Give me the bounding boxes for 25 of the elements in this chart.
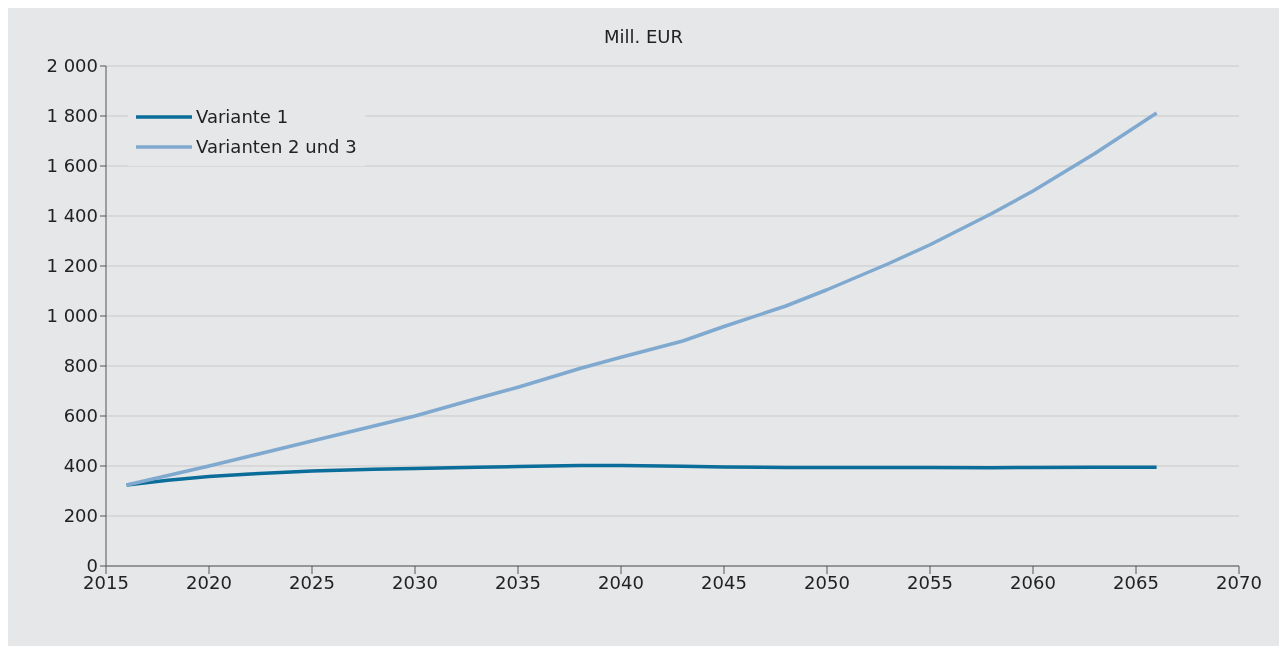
x-tick-label: 2070 xyxy=(1216,571,1262,593)
x-tick-label: 2065 xyxy=(1113,571,1159,593)
y-tick-label: 1 200 xyxy=(46,255,98,277)
x-tick-label: 2040 xyxy=(598,571,644,593)
y-tick-label: 200 xyxy=(63,505,98,527)
x-tick-label: 2035 xyxy=(495,571,541,593)
legend-label: Varianten 2 und 3 xyxy=(196,135,357,159)
x-tick-label: 2060 xyxy=(1010,571,1056,593)
y-tick-label: 1 800 xyxy=(46,105,98,127)
y-tick-label: 600 xyxy=(63,405,98,427)
y-tick-label: 1 600 xyxy=(46,155,98,177)
y-tick-label: 800 xyxy=(63,355,98,377)
line-series xyxy=(124,111,1159,487)
legend-label: Variante 1 xyxy=(196,105,289,129)
y-tick-label: 1 000 xyxy=(46,305,98,327)
y-tick-label: 1 400 xyxy=(46,205,98,227)
x-tick-label: 2020 xyxy=(186,571,232,593)
y-tick-label: 400 xyxy=(63,455,98,477)
x-tick-label: 2055 xyxy=(907,571,953,593)
x-tick-label: 2045 xyxy=(701,571,747,593)
y-tick-label: 2 000 xyxy=(46,55,98,77)
chart-title: Mill. EUR xyxy=(603,26,684,47)
x-tick-label: 2030 xyxy=(392,571,438,593)
x-tick-label: 2025 xyxy=(289,571,335,593)
x-tick-label: 2050 xyxy=(804,571,850,593)
